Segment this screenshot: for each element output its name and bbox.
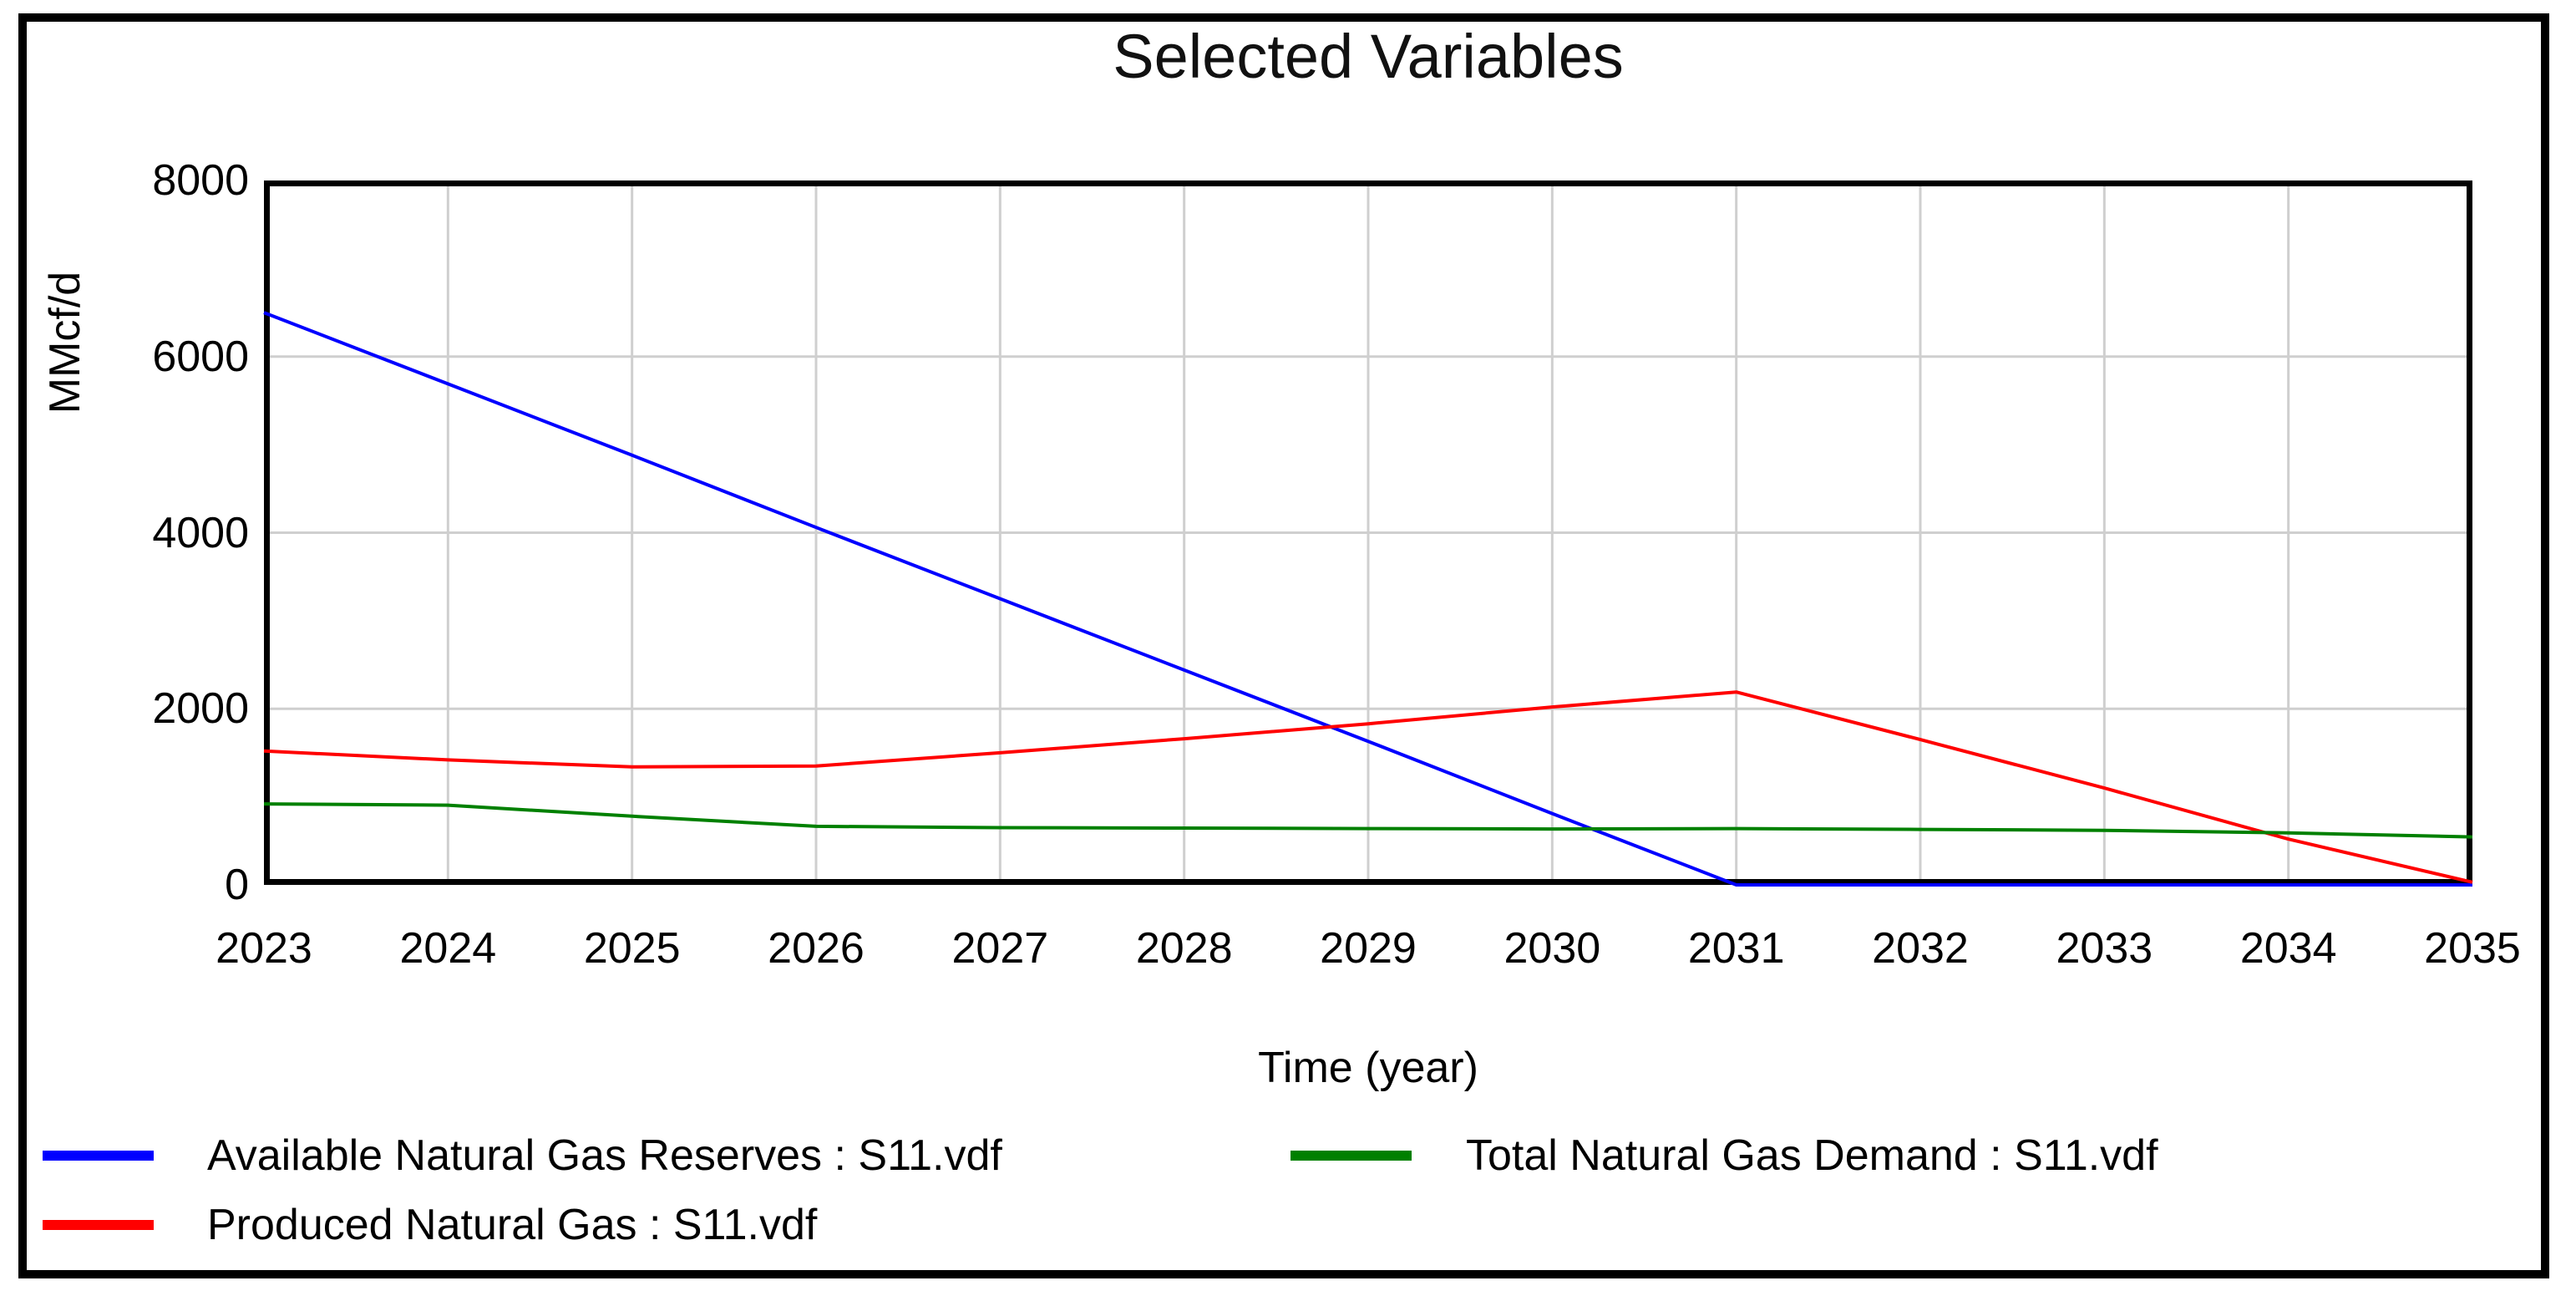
legend-label-0: Available Natural Gas Reserves : S11.vdf xyxy=(207,1131,1002,1180)
x-tick-label: 2028 xyxy=(1135,924,1233,973)
x-tick-label: 2031 xyxy=(1687,924,1785,973)
series-line-2 xyxy=(263,802,2473,839)
series-line-0 xyxy=(263,311,2472,887)
x-tick-label: 2025 xyxy=(583,924,681,973)
chart-title: Selected Variables xyxy=(1113,22,1624,91)
plot-area xyxy=(263,180,2473,887)
x-tick-label: 2033 xyxy=(2056,924,2153,973)
x-axis-title: Time (year) xyxy=(1258,1044,1478,1092)
legend-swatch-2 xyxy=(1291,1151,1412,1161)
y-tick-label: 8000 xyxy=(152,156,249,205)
legend-label-2: Total Natural Gas Demand : S11.vdf xyxy=(1466,1131,2158,1180)
plot-border xyxy=(264,180,2472,885)
y-tick-label: 0 xyxy=(225,861,249,909)
x-tick-label: 2029 xyxy=(1320,924,1417,973)
x-tick-label: 2030 xyxy=(1504,924,1601,973)
x-tick-label: 2026 xyxy=(768,924,865,973)
legend-swatch-1 xyxy=(43,1220,154,1230)
x-tick-label: 2023 xyxy=(216,924,312,973)
x-tick-label: 2024 xyxy=(399,924,497,973)
x-tick-label: 2035 xyxy=(2424,924,2521,973)
x-tick-label: 2032 xyxy=(1872,924,1969,973)
series-line-1 xyxy=(263,690,2473,884)
x-tick-label: 2034 xyxy=(2239,924,2337,973)
y-tick-label: 2000 xyxy=(152,684,249,734)
y-tick-label: 6000 xyxy=(152,332,249,381)
chart-outer-frame xyxy=(18,13,2549,1278)
legend-label-1: Produced Natural Gas : S11.vdf xyxy=(207,1201,818,1249)
y-tick-label: 4000 xyxy=(152,508,249,557)
x-tick-label: 2027 xyxy=(951,924,1049,973)
legend-swatch-0 xyxy=(43,1151,154,1161)
